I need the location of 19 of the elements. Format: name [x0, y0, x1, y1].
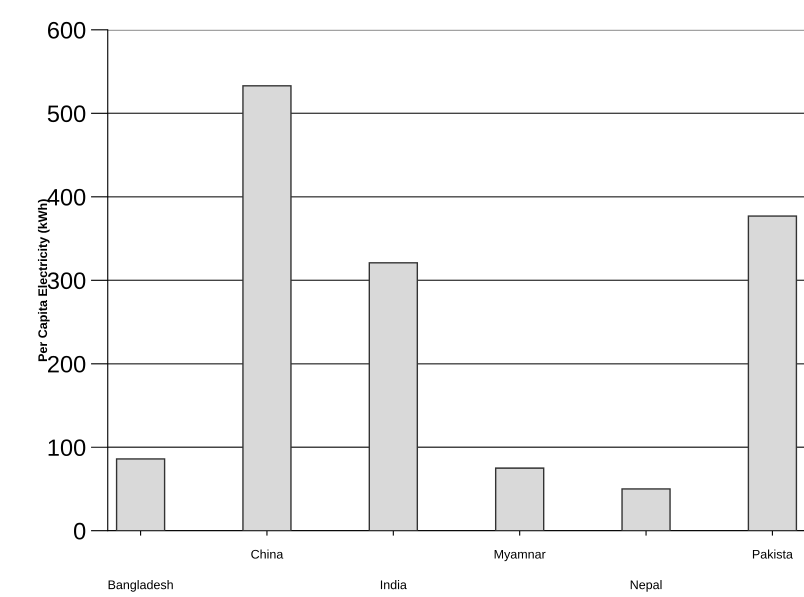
bar: [368, 262, 418, 531]
y-tick-label: 200: [48, 356, 86, 373]
y-tick-label: 600: [48, 22, 86, 39]
bar: [621, 488, 671, 531]
x-tick-label: Pakista: [752, 549, 793, 559]
bar: [242, 85, 292, 531]
x-tick-label: Nepal: [630, 580, 662, 592]
x-tick-label: Bangladesh: [108, 580, 173, 592]
bar: [748, 215, 798, 531]
x-tick-label: India: [380, 580, 407, 590]
bar: [494, 467, 544, 531]
y-tick-label: 0: [74, 522, 86, 540]
y-tick-label: 100: [48, 439, 86, 456]
x-tick-label: China: [251, 549, 284, 559]
bar: [116, 458, 166, 531]
y-tick-label: 500: [48, 105, 86, 122]
y-tick-label: 400: [47, 188, 86, 206]
y-tick-label: 300: [48, 272, 86, 290]
x-tick-label: Myamnar: [494, 550, 546, 562]
